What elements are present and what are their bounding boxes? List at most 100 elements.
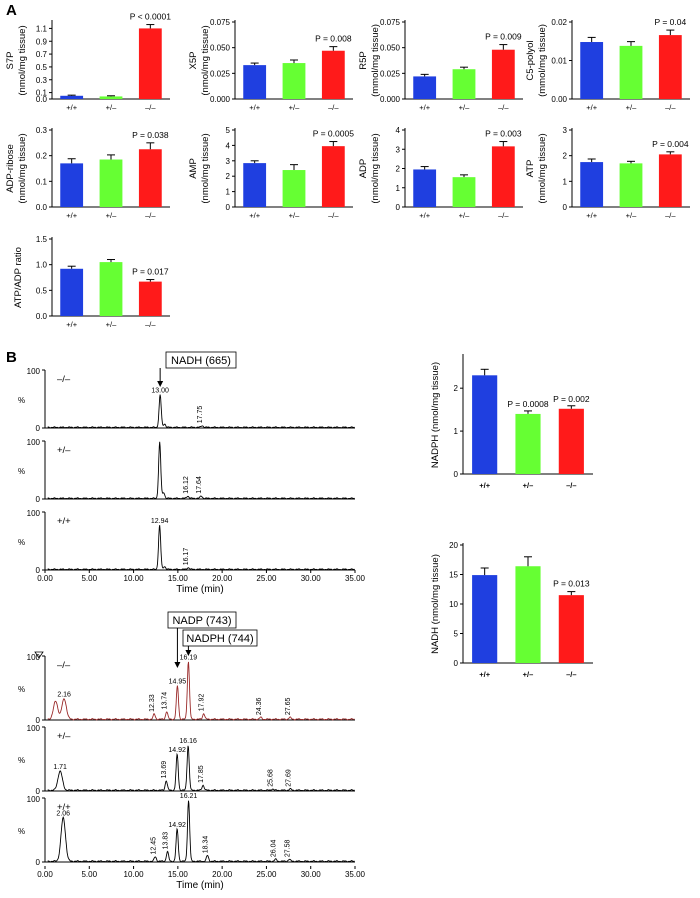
y-tick-label: 100 xyxy=(27,438,41,447)
bar-adpribose-2 xyxy=(138,149,162,207)
y-tick-label: 0.3 xyxy=(36,76,48,85)
y-tick-label: 0.01 xyxy=(551,57,567,66)
bar-r5p-2 xyxy=(491,49,515,99)
bar-c5polyol-0 xyxy=(580,42,604,99)
y-tick-label: 0 xyxy=(36,787,41,796)
bar-nadph-0 xyxy=(472,375,498,474)
arrow-head xyxy=(157,381,164,387)
chart-s7p: 0.00.1 0.3 0.5 0.7 0.9 1.1 S7P(nmol/mg tissue)… xyxy=(5,12,171,112)
chromatogram-line xyxy=(47,394,355,429)
bar-x5p-0 xyxy=(243,65,267,99)
bar-amp-1 xyxy=(282,170,306,207)
bar-s7p-1 xyxy=(99,96,123,99)
callout-label: NADP (743) xyxy=(172,615,231,627)
bar-adpribose-1 xyxy=(99,159,123,207)
y-tick-label: 0.0 xyxy=(36,312,48,321)
y-tick-label: 0 xyxy=(454,659,459,668)
y-axis-label: ATP/ADP ratio xyxy=(13,247,24,308)
y-tick-label: 0 xyxy=(36,424,41,433)
category-label: +/+ xyxy=(479,481,490,490)
y-tick-label: 0.7 xyxy=(36,50,48,59)
bar-adp-1 xyxy=(452,177,476,207)
x-tick-label: 5.00 xyxy=(81,870,97,879)
p-value-label: P = 0.009 xyxy=(485,32,522,42)
category-label: –/– xyxy=(665,103,676,112)
y-tick-label: 5 xyxy=(454,630,459,639)
y-tick-label: 2 xyxy=(396,165,401,174)
y-tick-label: 1 xyxy=(226,188,231,197)
category-label: –/– xyxy=(328,211,339,220)
y-tick-label: 0.0 xyxy=(36,95,48,104)
chromatogram-line xyxy=(47,800,355,863)
bar-c5polyol-2 xyxy=(658,35,682,99)
x-tick-label: 25.00 xyxy=(256,574,277,583)
bar-x5p-1 xyxy=(282,63,306,99)
y-tick-label: 0.0 xyxy=(36,203,48,212)
peak-label: 13.00 xyxy=(151,388,169,395)
y-tick-label: 0 xyxy=(563,203,568,212)
category-label: –/– xyxy=(566,670,576,679)
bar-r5p-0 xyxy=(413,76,437,99)
y-tick-label: 0.000 xyxy=(210,95,231,104)
peak-label: 16.17 xyxy=(183,548,190,566)
category-label: +/– xyxy=(626,211,637,220)
bar-amp-2 xyxy=(321,146,345,207)
p-value-label: P = 0.0008 xyxy=(507,399,548,409)
bar-nadph-1 xyxy=(515,413,541,474)
chart-nadph: 0 1 2 NADPH (nmol/mg tissue) +/+ +/– P = 0.000… xyxy=(430,354,593,490)
arrow-head xyxy=(174,662,181,668)
genotype-label: +/– xyxy=(57,445,71,456)
y-tick-label: 2 xyxy=(563,152,568,161)
peak-label: 27.65 xyxy=(285,697,292,715)
chart-amp: 0 1 2 3 4 5 AMP(nmol/mg tissue) +/+ +/– –/– P = 0.… xyxy=(188,126,354,220)
y-tick-label: 0.1 xyxy=(36,177,48,186)
category-label: –/– xyxy=(145,320,156,329)
y-tick-label: 2 xyxy=(226,172,231,181)
y-tick-label: 0.3 xyxy=(36,126,48,135)
x-tick-label: 30.00 xyxy=(301,870,322,879)
peak-label: 12.94 xyxy=(151,518,169,525)
category-label: +/+ xyxy=(66,320,77,329)
x-tick-label: 30.00 xyxy=(301,574,322,583)
bar-atpadp-0 xyxy=(60,268,84,316)
y-tick-label: 0.9 xyxy=(36,37,48,46)
category-label: +/+ xyxy=(419,103,430,112)
genotype-label: +/+ xyxy=(57,516,71,527)
y-axis-label: X5P(nmol/mg tissue) xyxy=(188,25,211,95)
chromatogram-line xyxy=(47,745,355,792)
y-tick-label: 2 xyxy=(454,384,459,393)
bar-atpadp-2 xyxy=(138,281,162,316)
y-axis-label: C5-polyol(mmol/mg tissue) xyxy=(525,24,548,97)
y-tick-label: 0.00 xyxy=(551,95,567,104)
x-tick-label: 0.00 xyxy=(37,870,53,879)
y-tick-label: 0.5 xyxy=(36,63,48,72)
p-value-label: P = 0.0005 xyxy=(313,129,354,139)
y-tick-label: 3 xyxy=(563,126,568,135)
time-axis-nadh: 0.00 5.00 10.00 15.00 20.00 25.00 30.00 35.00 Ti… xyxy=(37,570,366,595)
trace-nadh-1: 100 0% +/– 16.12 17.64 xyxy=(18,438,355,504)
category-label: +/– xyxy=(289,103,300,112)
y-tick-label: 0 xyxy=(36,858,41,867)
p-value-label: P = 0.002 xyxy=(553,394,590,404)
category-label: +/– xyxy=(106,103,117,112)
p-value-label: P = 0.008 xyxy=(315,34,352,44)
p-value-label: P = 0.038 xyxy=(132,130,169,140)
bar-s7p-2 xyxy=(138,28,162,100)
category-label: +/– xyxy=(523,481,534,490)
y-tick-label: 1 xyxy=(454,427,459,436)
peak-label: 14.95 xyxy=(169,679,187,686)
bar-atpadp-1 xyxy=(99,262,123,316)
y-tick-label: 1.0 xyxy=(36,261,48,270)
trace-nadh-2: 100 0% +/+ 12.94 16.17 xyxy=(18,509,355,575)
callout-box xyxy=(165,351,237,369)
peak-label: 16.19 xyxy=(180,654,198,661)
category-label: +/– xyxy=(459,103,470,112)
category-label: –/– xyxy=(498,211,509,220)
category-label: +/– xyxy=(106,211,117,220)
category-label: +/+ xyxy=(66,103,77,112)
bar-atp-2 xyxy=(658,154,682,207)
